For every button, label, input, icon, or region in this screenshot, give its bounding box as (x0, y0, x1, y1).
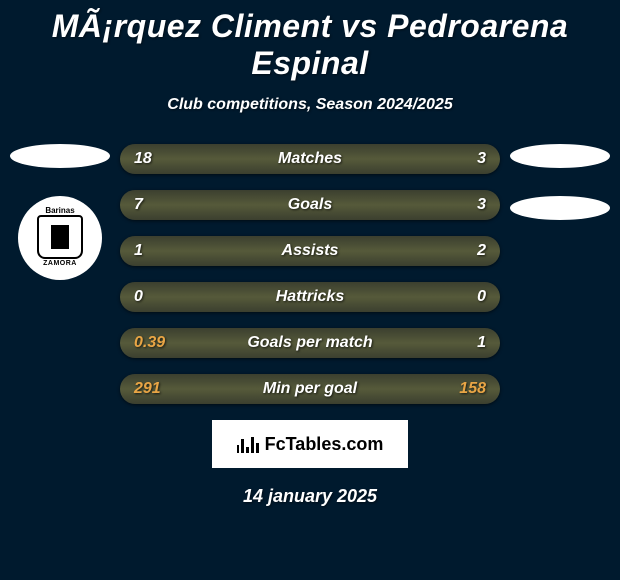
player-right-placeholder-1 (510, 144, 610, 168)
comparison-subtitle: Club competitions, Season 2024/2025 (0, 96, 620, 114)
right-column (510, 144, 610, 248)
stat-right-value: 3 (477, 150, 486, 168)
stat-label: Goals per match (120, 334, 500, 352)
stat-right-value: 2 (477, 242, 486, 260)
stat-left-value: 18 (134, 150, 152, 168)
stat-row: 7Goals3 (120, 190, 500, 220)
stat-left-value: 7 (134, 196, 143, 214)
stat-right-value: 3 (477, 196, 486, 214)
club-badge-bottom-text: ZAMORA (43, 260, 77, 267)
stat-left-value: 1 (134, 242, 143, 260)
stat-label: Hattricks (120, 288, 500, 306)
comparison-title: MÃ¡rquez Climent vs Pedroarena Espinal (0, 0, 620, 82)
stat-left-value: 0.39 (134, 334, 165, 352)
club-shield-icon (37, 215, 83, 259)
stats-table: 18Matches37Goals31Assists20Hattricks00.3… (120, 144, 500, 404)
chart-icon (237, 435, 259, 453)
content-area: Barinas ZAMORA 18Matches37Goals31Assists… (0, 144, 620, 507)
stat-left-value: 291 (134, 380, 161, 398)
player-left-placeholder (10, 144, 110, 168)
stat-left-value: 0 (134, 288, 143, 306)
stat-label: Matches (120, 150, 500, 168)
stat-row: 291Min per goal158 (120, 374, 500, 404)
club-badge-top-text: Barinas (45, 206, 74, 215)
stat-label: Min per goal (120, 380, 500, 398)
stat-row: 18Matches3 (120, 144, 500, 174)
fctables-logo[interactable]: FcTables.com (212, 420, 408, 468)
stat-row: 0.39Goals per match1 (120, 328, 500, 358)
logo-text: FcTables.com (265, 434, 384, 455)
comparison-date: 14 january 2025 (0, 486, 620, 507)
stat-right-value: 1 (477, 334, 486, 352)
stat-right-value: 158 (459, 380, 486, 398)
stat-right-value: 0 (477, 288, 486, 306)
stat-label: Assists (120, 242, 500, 260)
stat-row: 1Assists2 (120, 236, 500, 266)
stat-row: 0Hattricks0 (120, 282, 500, 312)
player-right-placeholder-2 (510, 196, 610, 220)
club-badge-left: Barinas ZAMORA (18, 196, 102, 280)
left-column: Barinas ZAMORA (10, 144, 110, 280)
stat-label: Goals (120, 196, 500, 214)
